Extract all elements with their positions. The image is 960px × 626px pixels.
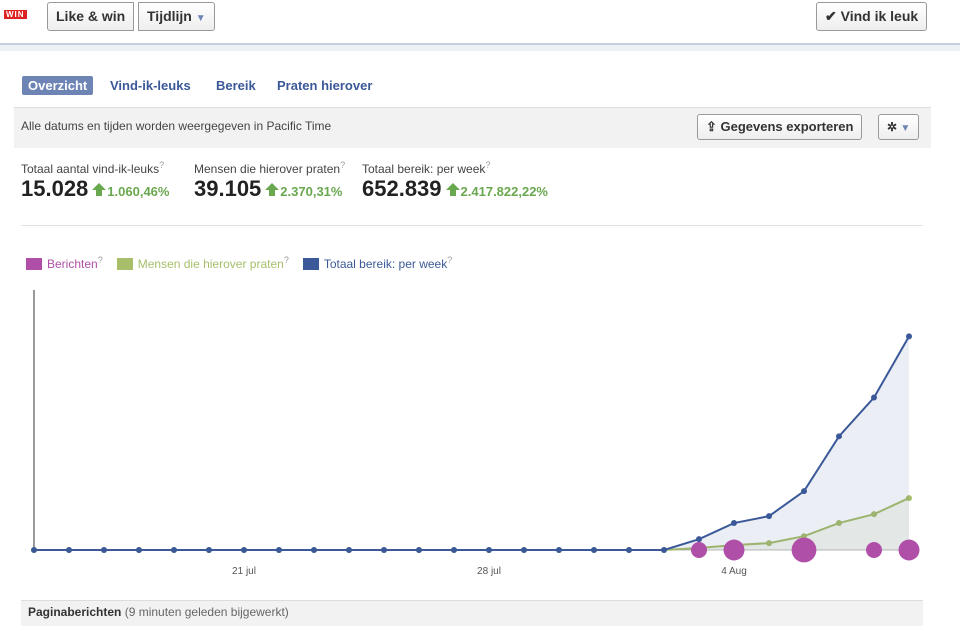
data-point <box>906 333 912 340</box>
footer-bar <box>21 600 923 626</box>
stat: Totaal bereik: per week? 652.839 2.417.82… <box>362 160 548 202</box>
divider <box>21 225 923 226</box>
footer-title: Paginaberichten <box>28 605 122 619</box>
data-point <box>556 547 562 553</box>
stat-change: 1.060,46% <box>107 184 170 199</box>
data-point <box>801 488 807 495</box>
data-point <box>486 547 492 553</box>
legend-item[interactable]: Mensen die hierover praten? <box>116 255 289 271</box>
help[interactable]: ? <box>340 160 346 170</box>
x-tick-label: 4 Aug <box>721 566 747 577</box>
legend-label: Mensen die hierover praten <box>137 257 284 271</box>
stat-value: 652.839 <box>362 176 442 201</box>
chart: 21 jul 28 jul 4 Aug <box>31 290 920 577</box>
data-point <box>661 547 667 553</box>
data-point <box>66 547 72 553</box>
series-line <box>34 335 910 551</box>
bubble <box>898 539 920 561</box>
legend-item[interactable]: Berichten? <box>26 255 103 271</box>
data-point <box>241 547 247 553</box>
x-tick-label: 21 jul <box>232 566 256 577</box>
data-point <box>836 433 842 440</box>
legend: Berichten? Mensen die hierover praten? Tot… <box>26 255 466 271</box>
footer: Paginaberichten (9 minuten geleden bijge… <box>28 605 289 619</box>
stat-change: 2.370,31% <box>280 184 343 199</box>
data-point <box>906 495 912 502</box>
data-point <box>836 520 842 527</box>
data-point <box>206 547 212 553</box>
data-point <box>626 547 632 553</box>
data-point <box>101 547 107 553</box>
series-area <box>34 336 909 550</box>
logo: WIN <box>4 10 27 19</box>
data-point <box>451 547 457 553</box>
bubble <box>723 539 745 561</box>
data-point <box>171 547 177 553</box>
legend-swatch <box>302 258 319 270</box>
tab[interactable]: Bereik <box>216 78 256 93</box>
help[interactable]: ? <box>97 255 103 265</box>
notice: Alle datums en tijden worden weergegeven… <box>21 119 332 133</box>
data-point <box>276 547 282 553</box>
bubble <box>691 542 707 558</box>
data-point <box>381 547 387 553</box>
data-point <box>766 540 772 547</box>
export-label: Gegevens exporteren <box>720 119 854 134</box>
tab[interactable]: Praten hierover <box>277 78 373 93</box>
data-point <box>871 394 877 401</box>
stat-label: Totaal bereik: per week <box>362 162 486 176</box>
legend-label: Berichten <box>47 257 98 271</box>
like-label: Vind ik leuk <box>840 8 919 24</box>
tab[interactable]: Vind-ik-leuks <box>110 78 191 93</box>
stat-change: 2.417.822,22% <box>460 184 548 199</box>
data-point <box>871 511 877 518</box>
legend-swatch <box>116 258 133 270</box>
data-point <box>731 520 737 527</box>
bubble <box>866 542 882 558</box>
data-point <box>346 547 352 553</box>
data-point <box>521 547 527 553</box>
stat: Totaal aantal vind-ik-leuks? 15.028 1.060… <box>21 160 169 202</box>
x-tick-label: 28 jul <box>477 566 501 577</box>
help[interactable]: ? <box>283 255 289 265</box>
stat-label: Totaal aantal vind-ik-leuks <box>21 162 160 176</box>
like-button[interactable]: ✔ Vind ik leuk <box>816 2 928 31</box>
help[interactable]: ? <box>159 160 165 170</box>
legend-item[interactable]: Totaal bereik: per week? <box>302 255 453 271</box>
help[interactable]: ? <box>485 160 491 170</box>
page-button[interactable]: Like & win <box>47 2 135 31</box>
legend-swatch <box>26 258 42 270</box>
series-area <box>34 498 909 550</box>
tab[interactable]: Overzicht <box>22 76 94 95</box>
menu-label: Tijdlijn <box>147 8 192 24</box>
data-point <box>311 547 317 553</box>
data-point <box>136 547 142 553</box>
stat: Mensen die hierover praten? 39.105 2.370,… <box>194 160 345 202</box>
data-point <box>416 547 422 553</box>
stat-value: 15.028 <box>21 176 89 201</box>
content-top-band <box>0 45 960 51</box>
data-point <box>766 513 772 520</box>
bubble <box>791 537 817 563</box>
stat-label: Mensen die hierover praten <box>194 162 341 176</box>
data-point <box>696 536 702 543</box>
settings-button[interactable]: ✲ ▼ <box>878 114 920 140</box>
footer-note: (9 minuten geleden bijgewerkt) <box>124 605 289 619</box>
data-point <box>591 547 597 553</box>
export-button[interactable]: ⇪ Gegevens exporteren <box>697 114 863 140</box>
help[interactable]: ? <box>447 255 453 265</box>
legend-label: Totaal bereik: per week <box>323 257 448 271</box>
menu-button[interactable]: Tijdlijn ▼ <box>138 2 215 31</box>
stat-value: 39.105 <box>194 176 262 201</box>
data-point <box>31 547 37 553</box>
